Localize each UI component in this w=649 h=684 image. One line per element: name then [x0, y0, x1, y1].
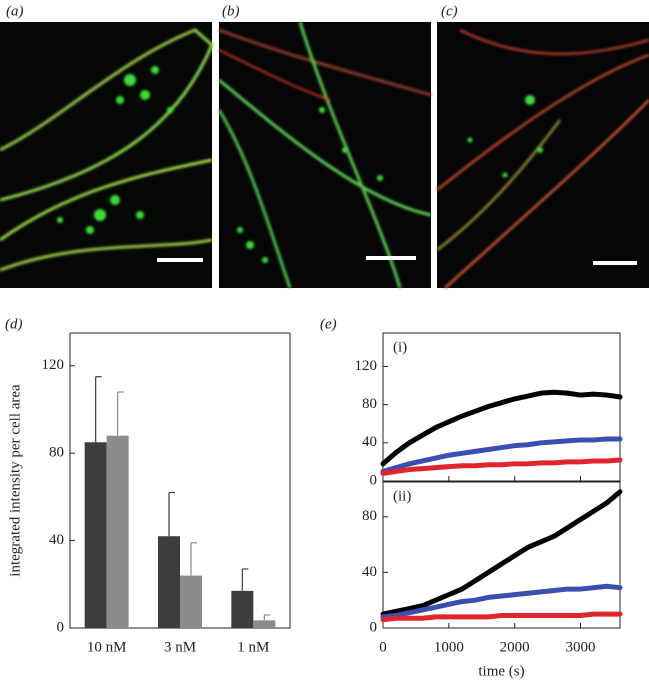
- y-axis-label: integrated intensity per cell area: [7, 384, 23, 577]
- subplot-label: (ii): [393, 488, 411, 504]
- panel-label: (c): [441, 3, 458, 19]
- y-tick-label: 120: [355, 358, 378, 374]
- data-line: [380, 583, 623, 620]
- x-tick-label: 1 nM: [237, 639, 269, 655]
- panel-label: (e): [320, 316, 337, 332]
- x-tick-label: 10 nM: [87, 639, 127, 655]
- bar: [158, 536, 180, 628]
- plot-frame: [382, 481, 621, 629]
- y-tick-label: 80: [362, 508, 377, 524]
- bar: [253, 620, 276, 628]
- y-tick-label: 0: [370, 619, 378, 635]
- bar: [106, 435, 129, 628]
- panel-label: (b): [222, 3, 240, 19]
- y-tick-label: 40: [49, 532, 64, 548]
- data-line: [380, 436, 623, 474]
- x-tick-label: 0: [379, 639, 387, 655]
- data-line: [380, 611, 623, 623]
- plot-frame: [382, 332, 621, 482]
- data-line: [380, 389, 623, 467]
- data-line: [380, 489, 623, 617]
- y-tick-label: 120: [42, 357, 65, 373]
- y-tick-label: 80: [362, 396, 377, 412]
- image-a: [0, 22, 214, 288]
- x-tick-label: 2000: [500, 639, 530, 655]
- y-tick-label: 80: [49, 445, 64, 461]
- y-tick-label: 0: [370, 472, 378, 488]
- data-line: [380, 457, 623, 476]
- x-tick-label: 1000: [434, 639, 464, 655]
- subplot-label: (i): [393, 339, 407, 355]
- bar: [231, 590, 254, 628]
- bar: [180, 575, 202, 628]
- image-b: [217, 21, 432, 289]
- y-tick-label: 40: [362, 564, 377, 580]
- y-tick-label: 40: [362, 434, 377, 450]
- image-c: [436, 22, 649, 289]
- panel-label: (a): [6, 3, 24, 19]
- bar: [84, 442, 107, 628]
- x-tick-label: 3000: [566, 639, 596, 655]
- y-tick-label: 0: [57, 619, 65, 635]
- x-axis-label: time (s): [478, 663, 524, 679]
- x-tick-label: 3 nM: [164, 639, 196, 655]
- panel-label: (d): [5, 316, 23, 332]
